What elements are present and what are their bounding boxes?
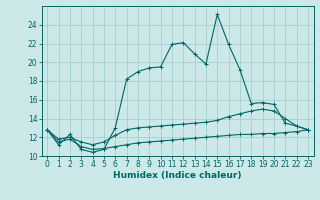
X-axis label: Humidex (Indice chaleur): Humidex (Indice chaleur)	[113, 171, 242, 180]
